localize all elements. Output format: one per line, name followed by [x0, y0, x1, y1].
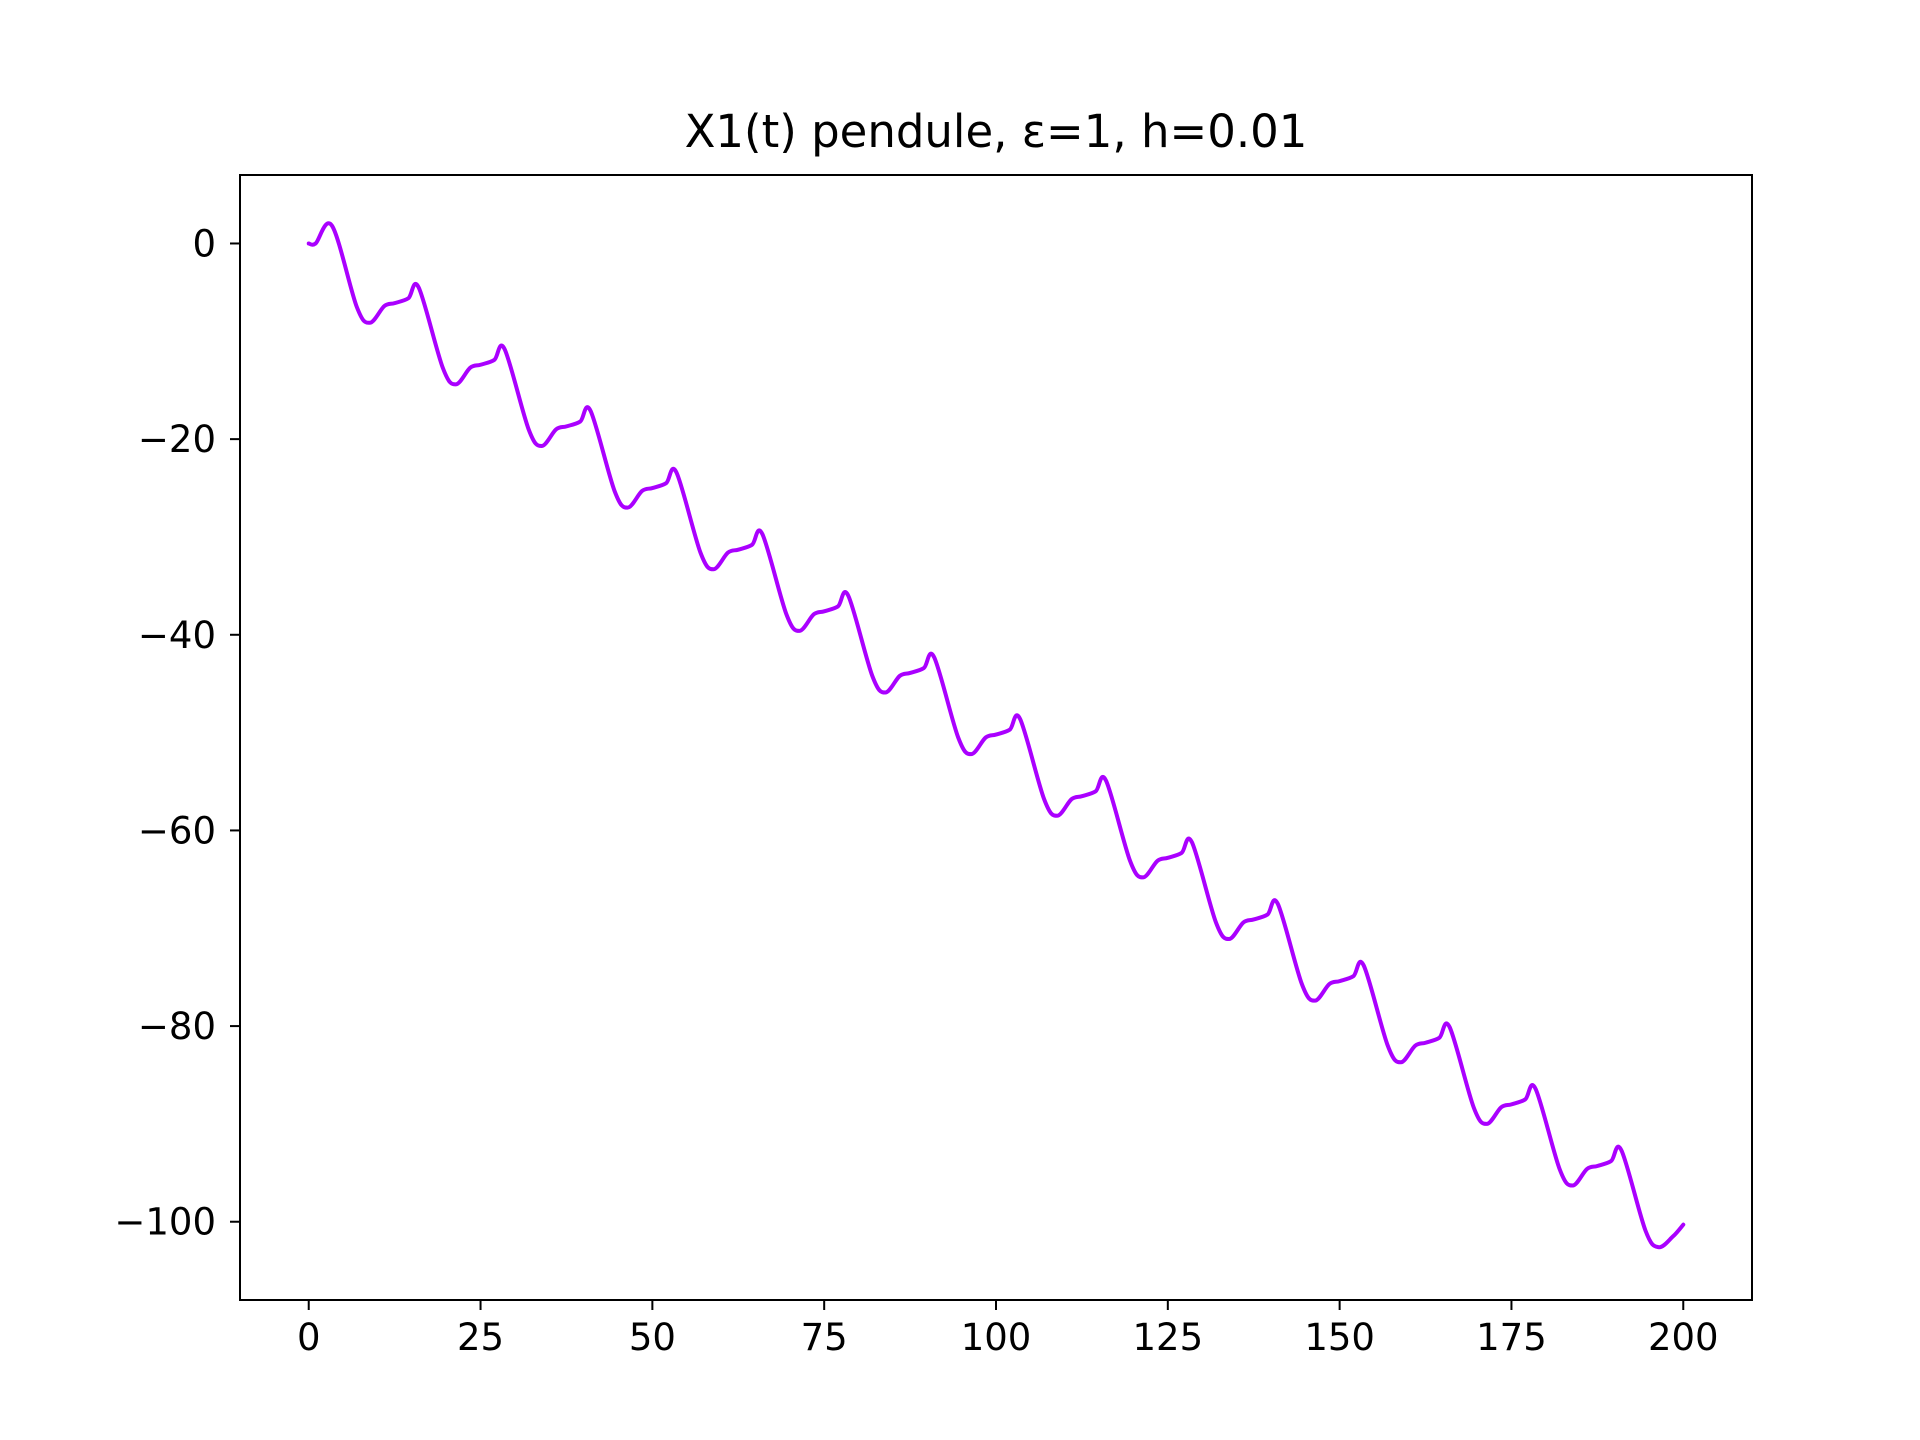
x-tick-label: 50 [629, 1316, 676, 1359]
plot-frame [239, 174, 1753, 1301]
series-layer [306, 221, 1686, 1250]
x-tick-label: 100 [961, 1316, 1032, 1359]
x-tick-label: 125 [1133, 1316, 1204, 1359]
y-tick-label: −60 [138, 809, 216, 852]
x-tick-label: 175 [1476, 1316, 1547, 1359]
y-tick-label: 0 [192, 222, 216, 265]
x-tick-label: 0 [297, 1316, 321, 1359]
x-tick-label: 75 [801, 1316, 848, 1359]
axes-layer: 0 25 50 75 100 125 150 175 200 0 −20 −40 −60 −80 −100 [114, 174, 1753, 1359]
series-line-0 [306, 221, 1686, 1250]
y-tick-label: −100 [114, 1201, 216, 1244]
x-tick-label: 150 [1304, 1316, 1375, 1359]
x-tick-label: 25 [457, 1316, 504, 1359]
y-tick-label: −20 [138, 418, 216, 461]
x-tick-label: 200 [1648, 1316, 1719, 1359]
chart-title: X1(t) pendule, ε=1, h=0.01 [685, 105, 1308, 158]
y-tick-label: −40 [138, 614, 216, 657]
y-tick-label: −80 [138, 1005, 216, 1048]
